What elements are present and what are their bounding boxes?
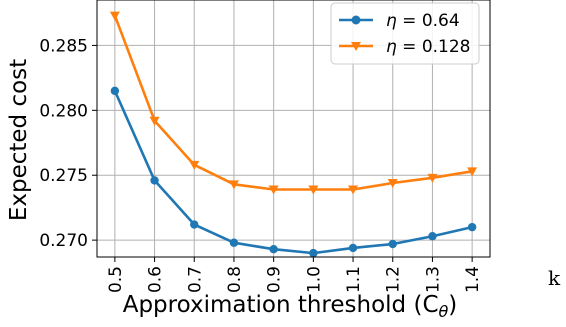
legend-value-2: = 0.128 (397, 37, 471, 57)
data-point-triangle (348, 185, 359, 195)
x-tick-label: 1.2 (384, 266, 404, 293)
legend-label-series-1: η = 0.64 (386, 11, 460, 31)
data-point-triangle (467, 167, 478, 177)
y-tick-label: 0.285 (39, 36, 88, 56)
stray-character: k (548, 266, 561, 290)
legend-label-series-2: η = 0.128 (386, 37, 471, 57)
legend-eta-symbol-1: η (386, 11, 397, 31)
x-tick-label: 1.3 (423, 266, 443, 293)
y-tick-label: 0.270 (39, 231, 88, 251)
x-tick-label: 0.7 (185, 266, 205, 293)
series-lines (109, 11, 478, 258)
data-point-triangle (149, 116, 160, 126)
data-point-triangle (268, 185, 279, 195)
data-point-triangle (189, 160, 200, 170)
data-point-circle (309, 248, 318, 258)
x-axis-label: Approximation threshold (Cθ) (123, 292, 458, 321)
x-axis-label-main: Approximation threshold (C (123, 292, 439, 318)
legend-eta-symbol-2: η (386, 37, 397, 57)
y-axis-ticks: 0.270 0.275 0.280 0.285 (39, 36, 97, 251)
series-line-1 (113, 90, 473, 255)
x-tick-label: 0.9 (265, 266, 285, 293)
legend: η = 0.64 η = 0.128 (330, 2, 480, 65)
data-point-triangle (427, 173, 438, 183)
y-tick-label: 0.275 (39, 166, 88, 186)
data-point-circle (190, 220, 199, 229)
data-point-circle (150, 176, 159, 185)
x-tick-label: 1.1 (344, 266, 364, 293)
data-point-triangle (387, 179, 398, 189)
data-point-triangle (308, 185, 319, 195)
data-point-circle (269, 245, 278, 254)
x-tick-label: 0.6 (146, 266, 166, 293)
x-axis-label-tail: ) (448, 292, 457, 318)
plot-frame (96, 0, 491, 258)
legend-marker-series-2 (351, 42, 361, 51)
series-2 (109, 11, 478, 195)
series-line-2 (113, 15, 473, 191)
data-point-circle (467, 222, 477, 232)
series-1 (110, 86, 477, 258)
data-point-circle (348, 243, 358, 253)
data-point-circle (388, 239, 397, 249)
y-axis-label: Expected cost (6, 59, 32, 221)
x-tick-label: 0.5 (106, 266, 126, 293)
data-point-triangle (109, 11, 120, 21)
data-point-triangle (228, 180, 239, 190)
x-axis-label-subscript: θ (439, 302, 449, 321)
x-tick-label: 1.4 (463, 266, 483, 293)
data-point-circle (428, 232, 437, 241)
legend-box (330, 2, 480, 65)
legend-marker-series-1 (351, 15, 361, 25)
x-tick-label: 1.0 (304, 266, 324, 293)
x-axis-ticks: 0.5 0.6 0.7 0.8 0.9 1.0 1.1 1.2 1.3 1.4 (106, 257, 483, 293)
legend-value-1: = 0.64 (397, 11, 460, 31)
x-tick-label: 0.8 (225, 266, 245, 293)
data-point-circle (229, 238, 239, 247)
data-point-circle (110, 86, 120, 96)
y-tick-label: 0.280 (39, 101, 88, 121)
